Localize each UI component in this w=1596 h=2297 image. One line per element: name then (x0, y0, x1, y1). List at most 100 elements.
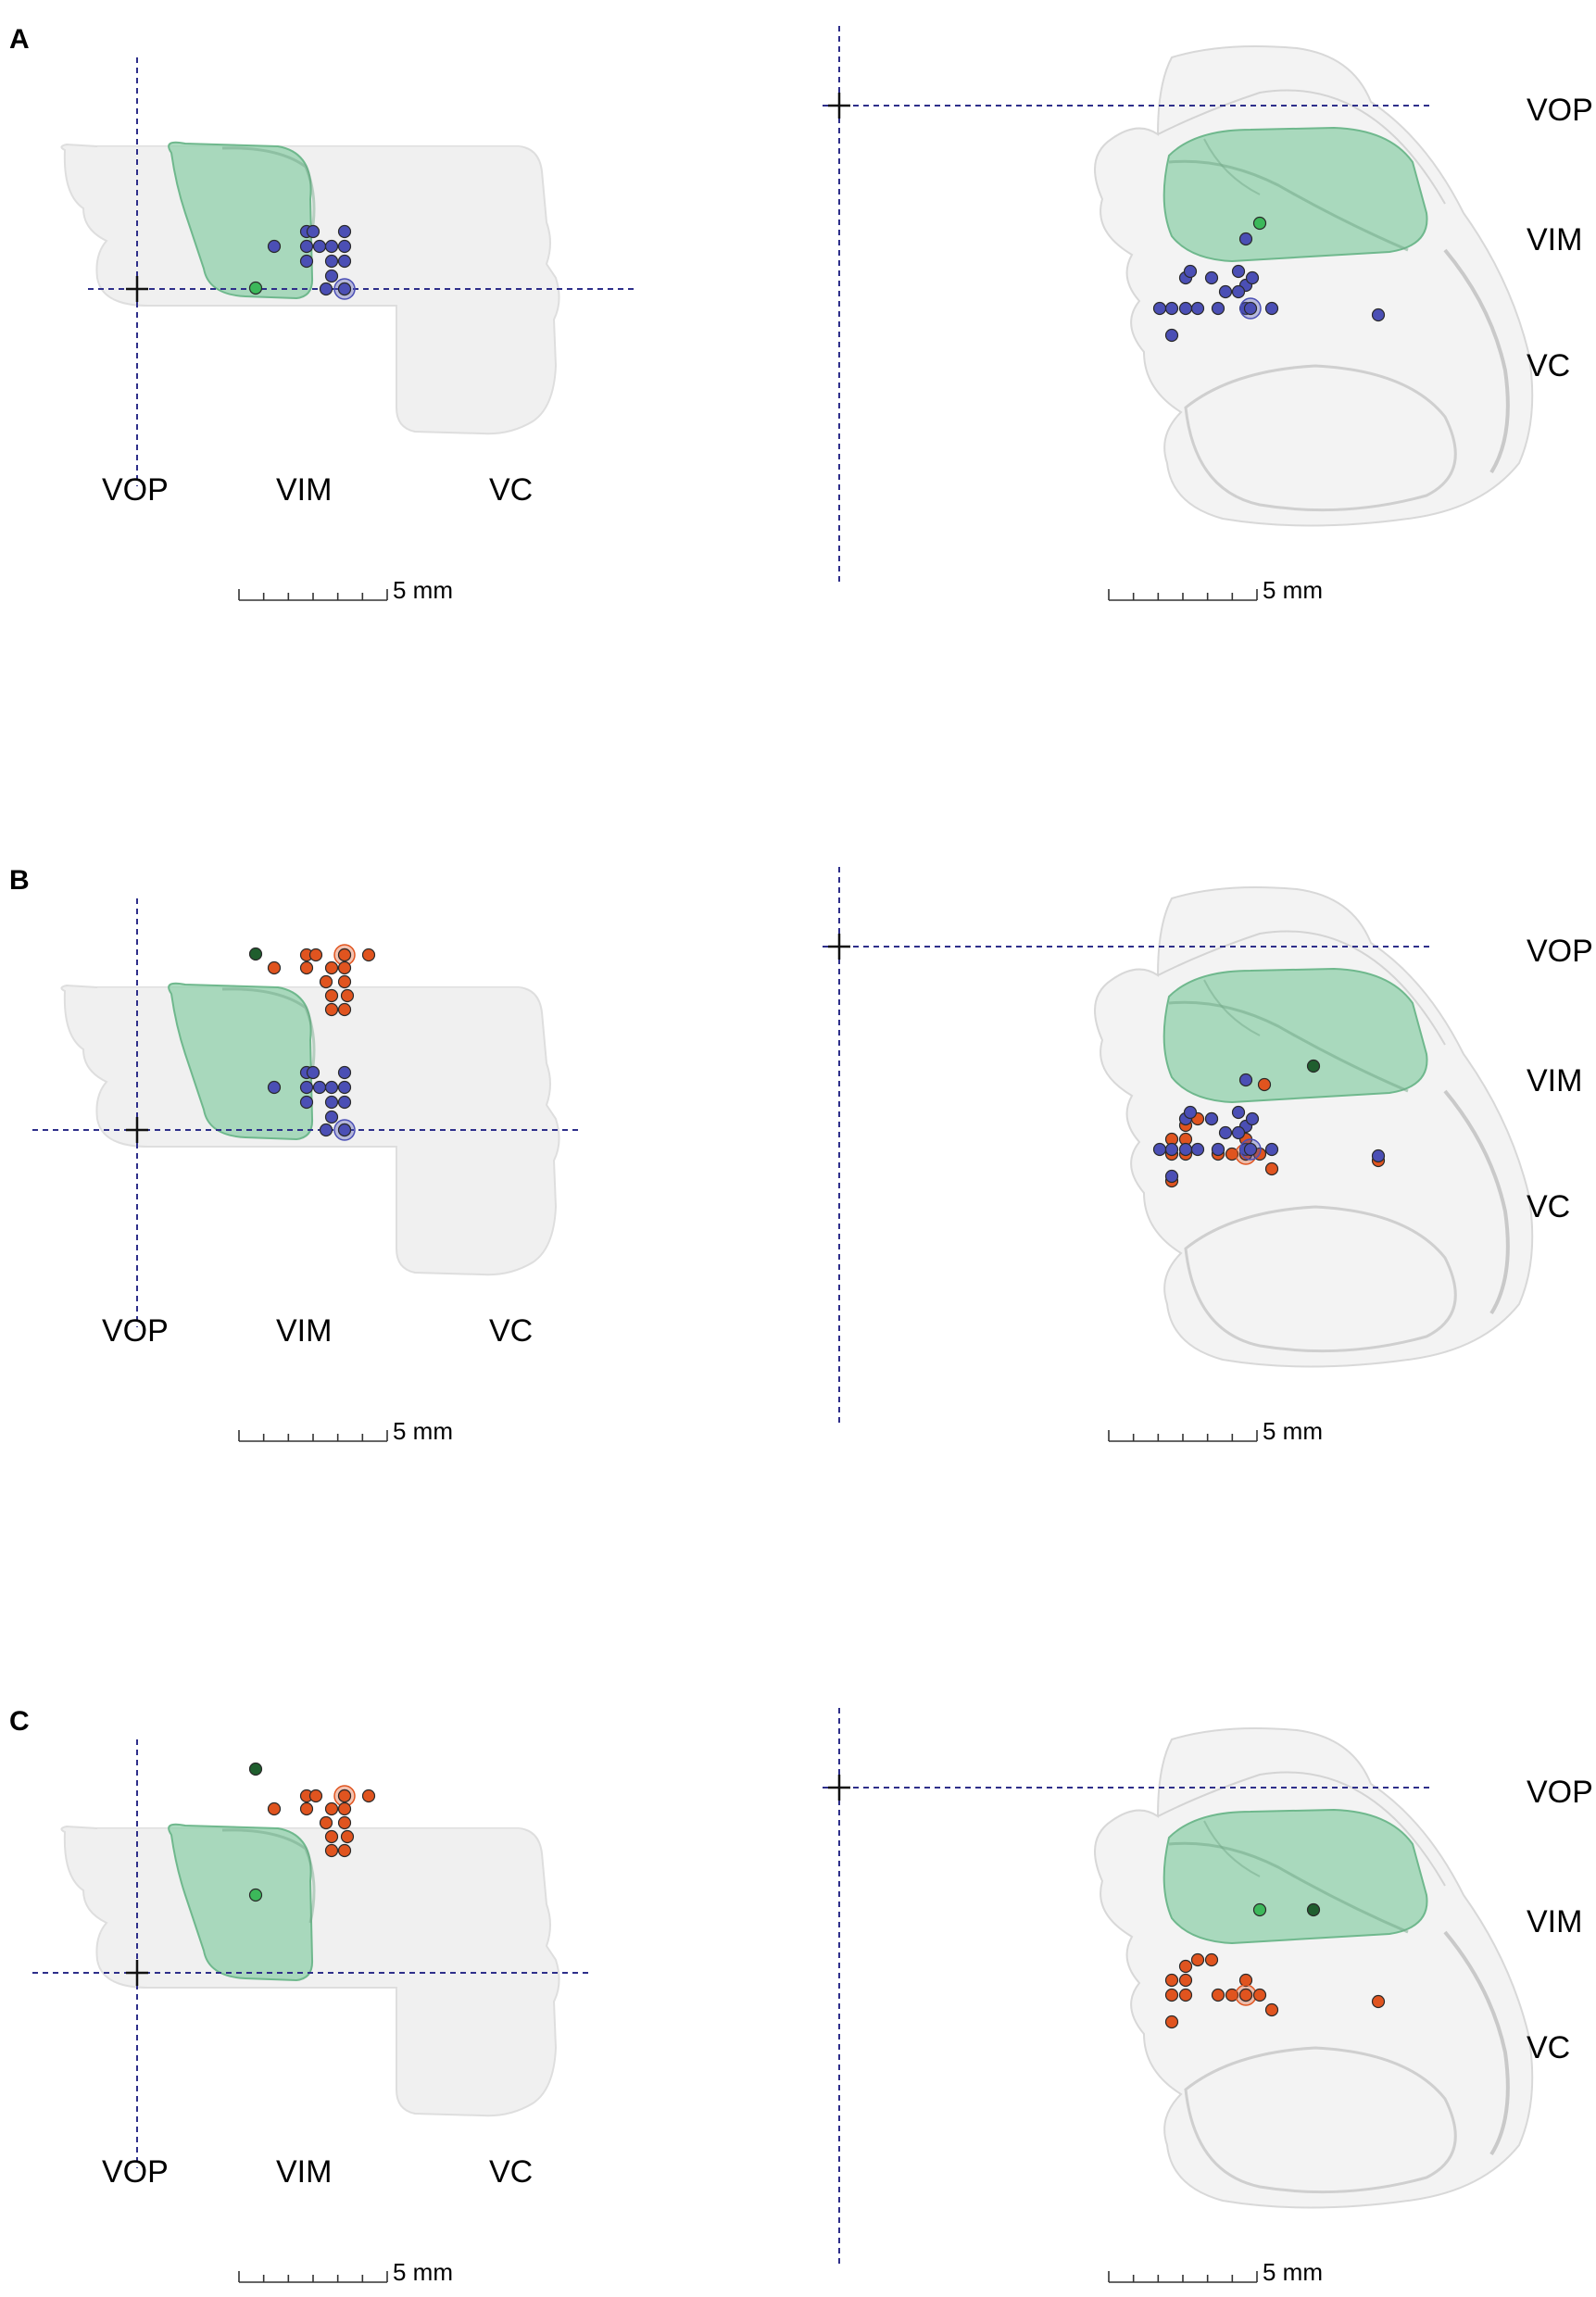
electrode-site (324, 1095, 339, 1110)
posterior-thalamus-view (1093, 1726, 1535, 2210)
electrode-site (337, 1123, 352, 1137)
electrode-site (1245, 270, 1260, 285)
electrode-site (1204, 1111, 1219, 1126)
electrode-site (324, 269, 339, 283)
crosshair-center-posterior (828, 1775, 850, 1801)
electrode-site (324, 1002, 339, 1017)
electrode-site (337, 1815, 352, 1830)
electrode-site (1264, 1161, 1279, 1176)
electrode-site (1264, 301, 1279, 316)
electrode-site (1164, 1973, 1179, 1988)
electrode-site (299, 239, 314, 254)
electrode-site (1231, 284, 1246, 299)
electrode-site (1225, 1988, 1239, 2002)
scale-bar-label: 5 mm (393, 576, 453, 604)
electrode-site (337, 1801, 352, 1816)
crosshair-center-lateral (126, 1117, 148, 1143)
region-label-lateral: VOP (102, 2154, 169, 2190)
electrode-site (299, 1801, 314, 1816)
panel-C: C VOP VIM VC VOP VIM VC 5 mm 5 mm (9, 1065, 1593, 2286)
region-label-lateral: VC (489, 1313, 533, 1349)
scale-bar-label: 5 mm (1263, 1417, 1323, 1445)
electrode-site (1264, 1142, 1279, 1157)
electrode-site (1306, 1902, 1321, 1917)
electrode-site (1238, 1073, 1253, 1087)
crosshair-center-posterior (828, 934, 850, 960)
electrode-site (1164, 1142, 1179, 1157)
electrode-site (1225, 1147, 1239, 1161)
electrode-site (1371, 308, 1386, 322)
region-label-lateral: VIM (276, 1313, 332, 1349)
electrode-site (299, 254, 314, 269)
electrode-site (1190, 1142, 1205, 1157)
electrode-site (306, 224, 320, 239)
electrode-site (361, 1789, 376, 1803)
electrode-site (1231, 1125, 1246, 1140)
crosshair-center-lateral (126, 1960, 148, 1986)
electrode-site (1238, 1988, 1253, 2002)
electrode-site (308, 948, 323, 962)
electrode-site (324, 1801, 339, 1816)
electrode-site (1178, 1959, 1193, 1974)
electrode-site (337, 974, 352, 989)
electrode-site (319, 1815, 333, 1830)
electrode-site (1164, 1988, 1179, 2002)
electrode-site (324, 1829, 339, 1844)
electrode-site (337, 254, 352, 269)
region-label-posterior: VIM (1527, 1063, 1582, 1098)
region-label-posterior: VOP (1527, 934, 1593, 969)
panel-letter: C (9, 1706, 30, 1737)
region-label-lateral: VC (489, 2154, 533, 2190)
panel-B: B VOP VIM VC VOP VIM VC 5 mm 5 mm (9, 865, 1593, 1445)
region-label-lateral: VIM (276, 2154, 332, 2190)
electrode-site (337, 1065, 352, 1080)
scale-bar-label: 5 mm (1263, 576, 1323, 604)
panel-letter: B (9, 865, 30, 896)
electrode-site (299, 960, 314, 975)
electrode-site (361, 948, 376, 962)
electrode-site (1371, 1148, 1386, 1163)
electrode-site (1257, 1077, 1272, 1092)
electrode-site (340, 988, 355, 1003)
electrode-site (1183, 1105, 1198, 1120)
region-label-posterior: VOP (1527, 1775, 1593, 1810)
electrode-site (337, 224, 352, 239)
electrode-site (337, 1789, 352, 1803)
electrode-site (248, 1888, 263, 1902)
scale-bar: 5 mm (238, 2258, 453, 2286)
electrode-site (337, 960, 352, 975)
scale-bar-label: 5 mm (393, 2258, 453, 2286)
electrode-site (1164, 2015, 1179, 2029)
electrode-site (337, 239, 352, 254)
electrode-site (1183, 264, 1198, 279)
electrode-site (1252, 1988, 1267, 2002)
electrode-site (337, 1002, 352, 1017)
electrode-site (1178, 1988, 1193, 2002)
electrode-site (319, 1123, 333, 1137)
electrode-site (308, 1789, 323, 1803)
panel-letter: A (9, 24, 30, 55)
electrode-site (337, 282, 352, 296)
electrode-site (337, 948, 352, 962)
electrode-site (1231, 1105, 1246, 1120)
region-label-posterior: VIM (1527, 1904, 1582, 1939)
electrode-site (1238, 1973, 1253, 1988)
electrode-site (1164, 328, 1179, 343)
electrode-site (267, 239, 282, 254)
electrode-site (1211, 1988, 1225, 2002)
scale-bar: 5 mm (1108, 2258, 1323, 2286)
region-label-lateral: VIM (276, 472, 332, 508)
electrode-site (1152, 1142, 1167, 1157)
electrode-site (324, 254, 339, 269)
electrode-site (1243, 301, 1258, 316)
region-label-lateral: VOP (102, 472, 169, 508)
electrode-site (306, 1065, 320, 1080)
electrode-site (324, 1843, 339, 1858)
electrode-site (324, 239, 339, 254)
electrode-site (1238, 232, 1253, 246)
electrode-site (1152, 301, 1167, 316)
electrode-site (337, 1095, 352, 1110)
electrode-site (1178, 1973, 1193, 1988)
electrode-site (267, 960, 282, 975)
